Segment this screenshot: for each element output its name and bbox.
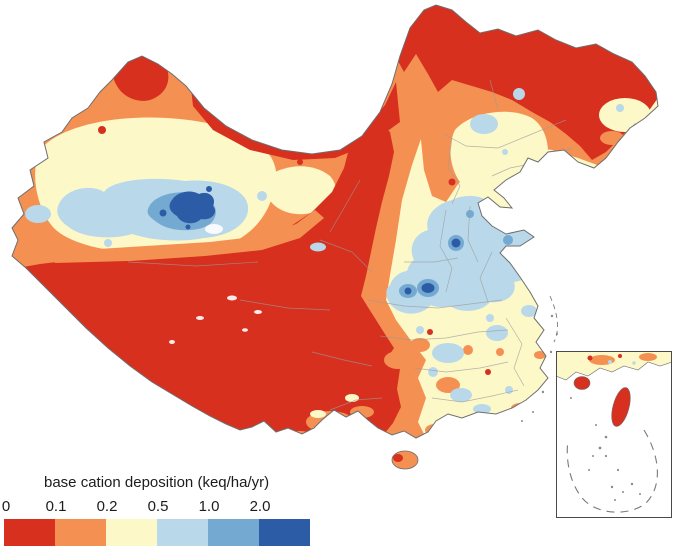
- legend-seg-midblue: [208, 519, 259, 546]
- hainan-island: [391, 450, 419, 470]
- inset-border: [556, 351, 672, 518]
- legend-tick-0.5: 0.5: [147, 498, 169, 515]
- south-china-sea-inset: [556, 351, 672, 518]
- inset-content: [556, 351, 672, 513]
- lakes: [169, 224, 262, 344]
- legend-seg-darkblue: [259, 519, 310, 546]
- china-coastline: [11, 4, 659, 439]
- legend-colorbar: [4, 519, 310, 546]
- legend-seg-red: [4, 519, 55, 546]
- legend-tick-0.2: 0.2: [96, 498, 118, 515]
- inset-red-dots: [587, 354, 622, 361]
- legend-seg-orange: [55, 519, 106, 546]
- hainan-island-inset: [573, 376, 591, 390]
- legend-tick-0: 0: [1, 498, 11, 515]
- inset-islets: [570, 397, 641, 501]
- legend-tick-2.0: 2.0: [249, 498, 271, 515]
- province-borders: [127, 79, 573, 411]
- legend-title: base cation deposition (keq/ha/yr): [44, 474, 270, 491]
- legend-seg-paleyellow: [106, 519, 157, 546]
- taiwan-island: [611, 387, 631, 427]
- nine-dash-line: [566, 429, 658, 513]
- territorial-dash-line: [549, 295, 558, 343]
- zone-darkblue: [159, 186, 461, 295]
- inset-blue-dots: [608, 360, 636, 365]
- legend-tick-0.1: 0.1: [45, 498, 67, 515]
- legend-tick-1.0: 1.0: [198, 498, 220, 515]
- inset-orange-patches: [589, 353, 657, 365]
- legend-seg-lightblue: [157, 519, 208, 546]
